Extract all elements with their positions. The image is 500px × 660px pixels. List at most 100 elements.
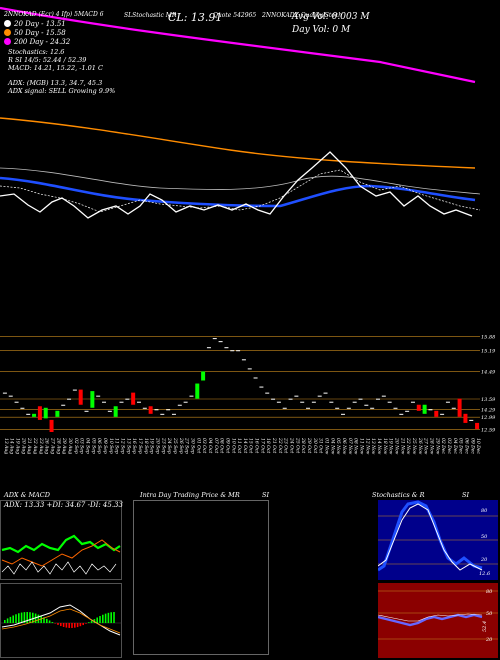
ma50-dot-icon bbox=[4, 29, 11, 36]
date-tick-label: 11 Nov bbox=[359, 438, 365, 455]
macd-histogram-bar bbox=[48, 620, 51, 623]
price-tick-label: 13.59 bbox=[481, 397, 496, 403]
date-tick-label: 30 Oct bbox=[312, 438, 318, 453]
candle bbox=[329, 401, 334, 403]
macd-histogram-bar bbox=[88, 622, 90, 623]
macd-histogram-bar bbox=[79, 623, 82, 627]
candle bbox=[475, 422, 480, 429]
macd-histogram-bar bbox=[6, 618, 9, 623]
candle bbox=[72, 389, 77, 391]
candle bbox=[364, 404, 369, 406]
legend-ma20: 20 Day - 13.51 bbox=[4, 20, 66, 28]
candle bbox=[323, 392, 328, 394]
date-tick-label: 25 Sep bbox=[172, 437, 178, 454]
macd-histogram-bar bbox=[12, 615, 14, 623]
date-tick-label: 12 Sep bbox=[120, 438, 126, 454]
candle bbox=[311, 401, 316, 403]
candle bbox=[370, 407, 375, 409]
date-tick-label: 20 Aug bbox=[20, 437, 26, 454]
candle bbox=[119, 401, 124, 403]
date-tick-label: 05 Dec bbox=[458, 438, 464, 454]
macd-histogram-bar bbox=[29, 612, 31, 623]
date-tick-label: 01 Oct bbox=[195, 438, 201, 453]
date-tick-label: 29 Nov bbox=[434, 437, 440, 455]
candle bbox=[416, 404, 421, 411]
macd-histogram-bar bbox=[68, 623, 70, 628]
macd-histogram-bar bbox=[32, 612, 34, 623]
date-tick-label: 03 Dec bbox=[446, 438, 452, 454]
candle bbox=[14, 401, 19, 403]
date-tick-label: 01 Nov bbox=[324, 438, 330, 455]
candle bbox=[410, 401, 415, 403]
date-tick-label: 21 Nov bbox=[399, 437, 405, 455]
candle bbox=[317, 395, 322, 397]
date-tick-label: 13 Sep bbox=[125, 438, 131, 454]
macd-histogram-bar bbox=[93, 619, 96, 623]
macd-histogram-bar bbox=[104, 613, 107, 623]
date-tick-label: 06 Nov bbox=[341, 438, 347, 455]
candle bbox=[259, 386, 264, 388]
candle bbox=[55, 410, 60, 417]
date-tick-label: 11 Oct bbox=[236, 438, 242, 453]
date-tick-label: 12 Nov bbox=[364, 438, 370, 455]
candle bbox=[195, 383, 200, 399]
candle bbox=[405, 410, 410, 412]
date-tick-label: 13 Nov bbox=[370, 438, 376, 455]
stoch-tick: 50 bbox=[481, 534, 488, 540]
date-tick-label: 21 Oct bbox=[271, 437, 277, 453]
date-tick-label: 16 Sep bbox=[131, 438, 137, 454]
date-tick-label: 11 Sep bbox=[114, 438, 120, 454]
macd-histogram-bar bbox=[107, 612, 110, 623]
date-tick-label: 08 Oct bbox=[219, 438, 225, 453]
candle bbox=[136, 401, 141, 403]
date-tick-label: 22 Nov bbox=[405, 437, 411, 455]
date-tick-label: 14 Oct bbox=[242, 438, 248, 453]
macd-panel bbox=[0, 583, 122, 658]
candle bbox=[90, 391, 95, 408]
date-tick-label: 30 Sep bbox=[189, 438, 195, 454]
avg-volume: Avg Vol: 0.003 M bbox=[292, 12, 370, 22]
macd-histogram-bar bbox=[74, 623, 76, 628]
candle bbox=[166, 409, 171, 411]
candle bbox=[67, 398, 72, 400]
date-tick-label: 10 Dec bbox=[475, 438, 481, 454]
candle bbox=[96, 395, 101, 397]
info-adx-signal: ADX signal: SELL Growing 9.9% bbox=[8, 87, 116, 95]
macd-histogram-bar bbox=[15, 614, 17, 623]
date-tick-label: 25 Oct bbox=[294, 437, 300, 453]
candle bbox=[78, 389, 83, 405]
candle bbox=[440, 413, 445, 415]
candle bbox=[177, 404, 182, 406]
price-tick-label: 12.99 bbox=[481, 415, 496, 421]
macd-histogram-bar bbox=[62, 623, 65, 627]
macd-histogram-bar bbox=[57, 623, 59, 625]
date-tick-label: 28 Oct bbox=[300, 437, 306, 453]
macd-histogram-bar bbox=[37, 614, 40, 623]
date-tick-label: 18 Sep bbox=[143, 438, 149, 454]
price-tick-label: 14.29 bbox=[481, 407, 496, 413]
adx-minus-di-line bbox=[1, 539, 121, 567]
date-tick-label: 17 Sep bbox=[137, 438, 143, 454]
rsi-line bbox=[378, 613, 483, 627]
header-left-stack: 2NNOKAD (Ecr) 4 Ifp) 5MACD 6 bbox=[4, 11, 104, 18]
macd-histogram-bar bbox=[40, 615, 42, 623]
macd-histogram-bar bbox=[4, 620, 6, 623]
signal-line bbox=[0, 176, 476, 208]
macd-histogram-bar bbox=[85, 623, 87, 624]
candle bbox=[335, 407, 340, 409]
legend-ma200-label: 200 Day - 24.32 bbox=[14, 38, 71, 46]
rsi-tick: 20 bbox=[485, 637, 493, 643]
date-tick-label: 05 Nov bbox=[335, 438, 341, 455]
candle bbox=[276, 401, 281, 403]
date-tick-label: 17 Oct bbox=[259, 438, 265, 453]
candle bbox=[102, 401, 107, 403]
rsi-panel: 80 50 20 52.4 bbox=[378, 583, 498, 658]
close-price-label: CL: 13.91 bbox=[168, 11, 223, 24]
date-tick-label: 22 Aug bbox=[32, 437, 38, 454]
candle bbox=[142, 407, 147, 409]
price-tick-label: 12.59 bbox=[481, 427, 496, 433]
date-tick-label: 09 Dec bbox=[469, 438, 475, 454]
macd-histogram-bar bbox=[23, 612, 26, 623]
date-tick-label: 31 Oct bbox=[318, 438, 324, 453]
candle bbox=[241, 359, 246, 361]
